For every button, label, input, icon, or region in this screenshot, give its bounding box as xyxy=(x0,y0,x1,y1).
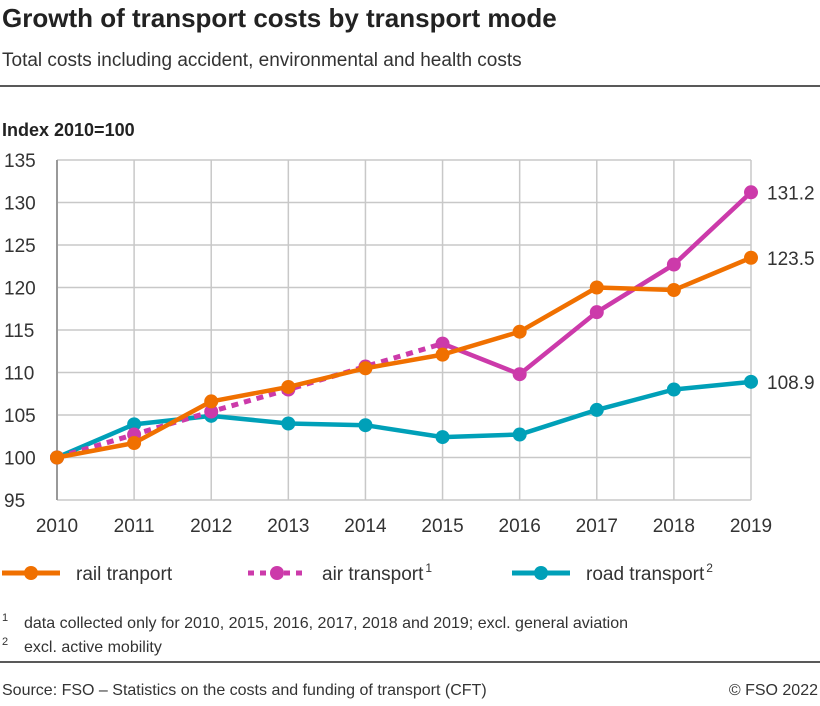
y-tick-label: 110 xyxy=(4,364,34,385)
x-tick-labels: 2010 2011 2012 2013 2014 2015 2016 2017 2018 2019 xyxy=(36,516,772,537)
x-tick-label: 2011 xyxy=(114,516,155,537)
end-label: 131.2 xyxy=(767,183,815,204)
y-tick-label: 135 xyxy=(4,151,36,172)
footnote-text: excl. active mobility xyxy=(24,639,162,656)
data-point xyxy=(666,257,681,272)
data-point xyxy=(50,450,64,465)
chart-subtitle: Total costs including accident, environm… xyxy=(2,50,522,71)
data-point xyxy=(589,402,604,417)
footnote-mark: 2 xyxy=(2,636,8,648)
series-line-dashed xyxy=(56,341,444,460)
x-tick-label: 2010 xyxy=(36,516,78,537)
data-point xyxy=(204,404,219,419)
chart-title: Growth of transport costs by transport m… xyxy=(2,3,557,33)
x-tick-label: 2019 xyxy=(730,516,772,537)
data-point xyxy=(358,361,373,376)
data-point xyxy=(127,417,142,432)
series-line xyxy=(56,255,752,460)
x-tick-label: 2016 xyxy=(499,516,541,537)
data-point xyxy=(744,250,758,265)
data-point xyxy=(281,416,296,431)
series-line xyxy=(56,379,752,460)
footnotes: 1 data collected only for 2010, 2015, 201… xyxy=(2,612,628,656)
legend-marker xyxy=(534,566,548,580)
data-point xyxy=(589,305,604,320)
data-point xyxy=(435,336,450,351)
y-tick-label: 100 xyxy=(4,449,36,470)
data-point xyxy=(435,347,450,362)
y-axis-label: Index 2010=100 xyxy=(2,120,135,140)
data-point xyxy=(744,185,758,200)
legend-label: rail tranport xyxy=(76,564,173,585)
y-tick-label: 105 xyxy=(4,406,36,427)
y-tick-label: 120 xyxy=(4,279,36,300)
gridlines xyxy=(56,159,752,501)
data-point xyxy=(204,394,219,409)
x-tick-label: 2012 xyxy=(190,516,232,537)
data-point xyxy=(127,436,142,451)
data-point xyxy=(666,283,681,298)
series-lines xyxy=(50,185,758,465)
x-tick-label: 2017 xyxy=(576,516,618,537)
y-tick-label: 130 xyxy=(4,194,36,215)
data-point xyxy=(435,430,450,445)
x-tick-label: 2014 xyxy=(344,516,387,537)
y-tick-label: 125 xyxy=(4,236,36,257)
data-point xyxy=(666,382,681,397)
data-point xyxy=(281,379,296,394)
legend-marker xyxy=(24,566,38,580)
data-point xyxy=(589,280,604,295)
end-labels: 108.9 131.2 123.5 xyxy=(767,183,815,394)
end-label: 108.9 xyxy=(767,373,815,394)
copyright: © FSO 2022 xyxy=(729,682,818,699)
footnote-text: data collected only for 2010, 2015, 2016… xyxy=(24,615,628,632)
x-tick-label: 2013 xyxy=(267,516,309,537)
legend-label: road transport 2 xyxy=(586,561,713,585)
data-point xyxy=(512,324,527,339)
data-point xyxy=(512,367,527,382)
source: Source: FSO – Statistics on the costs an… xyxy=(2,682,487,699)
end-label: 123.5 xyxy=(767,249,815,270)
x-tick-label: 2018 xyxy=(653,516,695,537)
y-tick-labels: 95 100 105 110 115 120 125 130 135 xyxy=(4,151,36,512)
footnote-mark: 1 xyxy=(2,612,8,624)
x-tick-label: 2015 xyxy=(421,516,463,537)
data-point xyxy=(512,427,527,442)
data-point xyxy=(744,374,758,389)
data-point xyxy=(358,418,373,433)
legend-marker xyxy=(270,566,284,580)
legend: rail tranport air transport 1 road transpor… xyxy=(2,561,713,585)
y-tick-label: 95 xyxy=(4,491,25,512)
legend-label: air transport 1 xyxy=(322,561,432,585)
y-tick-label: 115 xyxy=(4,321,34,342)
